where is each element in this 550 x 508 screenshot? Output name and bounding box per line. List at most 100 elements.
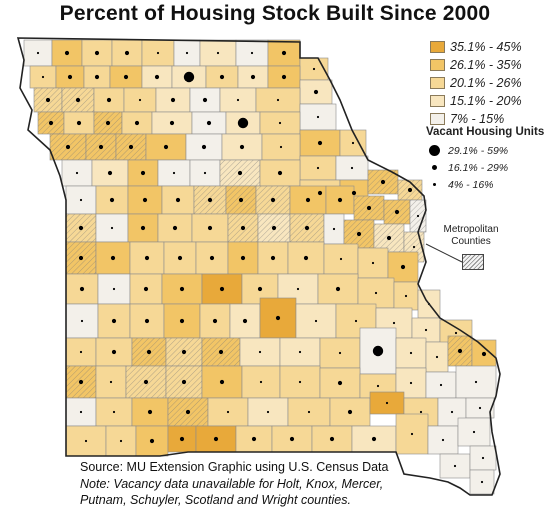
county-42-vacancy-dot	[128, 144, 134, 150]
county-159-vacancy-dot	[213, 436, 219, 442]
county-69-vacancy-dot	[366, 205, 372, 211]
county-86-vacancy-dot	[144, 255, 150, 261]
county-91-vacancy-dot	[303, 255, 309, 261]
county-79-vacancy-dot	[304, 225, 310, 231]
county-56-vacancy-dot	[317, 190, 323, 196]
county-131-vacancy-dot	[78, 379, 84, 385]
county-30-vacancy-dot	[48, 120, 54, 126]
county-5-vacancy-dot	[156, 51, 160, 55]
county-122-vacancy-dot	[218, 349, 224, 355]
county-68-vacancy-dot	[337, 197, 343, 203]
county-112-vacancy-dot	[275, 315, 281, 321]
county-156-vacancy-dot	[119, 439, 123, 443]
county-146-vacancy-dot	[185, 409, 191, 415]
county-81-vacancy-dot	[356, 231, 362, 237]
county-47-vacancy-dot	[316, 166, 320, 170]
legend-label-class-1: 35.1% - 45%	[450, 39, 522, 54]
county-149-vacancy-dot	[307, 410, 311, 414]
county-82-vacancy-dot	[386, 235, 392, 241]
county-145-vacancy-dot	[147, 409, 153, 415]
county-53-vacancy-dot	[203, 171, 207, 175]
county-94-vacancy-dot	[400, 264, 406, 270]
county-113-vacancy-dot	[314, 319, 318, 323]
source-text: Source: MU Extension Graphic using U.S. …	[80, 460, 389, 474]
county-168-vacancy-dot	[481, 456, 485, 460]
county-55-vacancy-dot	[277, 170, 283, 176]
county-83-vacancy-dot	[412, 245, 416, 249]
county-29-vacancy-dot	[316, 115, 320, 119]
county-45-vacancy-dot	[239, 144, 245, 150]
county-8-vacancy-dot	[250, 51, 254, 55]
county-4-vacancy-dot	[124, 50, 130, 56]
county-164-vacancy-dot	[410, 432, 414, 436]
housing-legend: 35.1% - 45% 26.1% - 35% 20.1% - 26% 15.1…	[430, 38, 522, 128]
county-125-vacancy-dot	[338, 351, 342, 355]
legend-swatch-class-2	[430, 58, 445, 71]
county-98-vacancy-dot	[179, 286, 185, 292]
county-114-vacancy-dot	[354, 319, 358, 323]
county-64-vacancy-dot	[207, 197, 213, 203]
county-78-vacancy-dot	[271, 225, 277, 231]
county-132-vacancy-dot	[109, 380, 113, 384]
county-90-vacancy-dot	[270, 255, 276, 261]
county-28-vacancy-dot	[276, 98, 280, 102]
county-76-vacancy-dot	[207, 225, 213, 231]
county-123-vacancy-dot	[258, 350, 262, 354]
county-97-vacancy-dot	[143, 286, 149, 292]
county-158-vacancy-dot	[179, 436, 185, 442]
vacancy-legend-title: Vacant Housing Units	[426, 126, 545, 138]
county-139-vacancy-dot	[376, 384, 380, 388]
county-138-vacancy-dot	[337, 380, 343, 386]
county-24-vacancy-dot	[138, 98, 142, 102]
county-153-vacancy-dot	[450, 410, 454, 414]
county-167-vacancy-dot	[453, 464, 457, 468]
county-89-vacancy-dot	[240, 255, 246, 261]
county-155-vacancy-dot	[84, 439, 88, 443]
county-49-vacancy-dot	[75, 171, 79, 175]
legend-swatch-class-5	[430, 112, 445, 125]
county-35-vacancy-dot	[206, 120, 212, 126]
county-15-vacancy-dot	[154, 74, 160, 80]
vacancy-label-small: 4% - 16%	[448, 178, 494, 191]
county-87-vacancy-dot	[177, 255, 183, 261]
county-130-vacancy-dot	[481, 351, 487, 357]
county-161-vacancy-dot	[289, 436, 295, 442]
county-84-vacancy-dot	[78, 255, 84, 261]
county-127-vacancy-dot	[409, 351, 413, 355]
county-135-vacancy-dot	[219, 379, 225, 385]
county-70-vacancy-dot	[394, 209, 400, 215]
county-59-vacancy-dot	[407, 187, 413, 193]
county-27-vacancy-dot	[236, 98, 240, 102]
county-65-vacancy-dot	[238, 197, 244, 203]
county-147-vacancy-dot	[226, 410, 230, 414]
county-124-vacancy-dot	[298, 350, 302, 354]
county-38-vacancy-dot	[317, 140, 323, 146]
legend-swatch-class-4	[430, 94, 445, 107]
county-108-vacancy-dot	[144, 318, 150, 324]
legend-label-class-3: 20.1% - 26%	[450, 75, 522, 90]
county-134-vacancy-dot	[181, 379, 187, 385]
county-137-vacancy-dot	[298, 380, 302, 384]
county-60-vacancy-dot	[79, 198, 83, 202]
county-48-vacancy-dot	[350, 166, 354, 170]
county-73-vacancy-dot	[110, 226, 114, 230]
county-46-vacancy-dot	[279, 145, 283, 149]
county-11-vacancy-dot	[41, 75, 45, 79]
county-37-vacancy-dot	[278, 121, 282, 125]
county-63-vacancy-dot	[175, 197, 181, 203]
county-12-vacancy-dot	[67, 74, 73, 80]
county-160-vacancy-dot	[251, 436, 257, 442]
county-116-vacancy-dot	[424, 328, 428, 332]
county-117-vacancy-dot	[454, 331, 458, 335]
metro-counties-label: Metropolitan Counties	[443, 224, 499, 247]
county-layer	[23, 39, 497, 495]
county-18-vacancy-dot	[250, 74, 256, 80]
county-25-vacancy-dot	[170, 97, 176, 103]
county-162-vacancy-dot	[329, 436, 335, 442]
county-43-vacancy-dot	[163, 144, 169, 150]
county-53	[189, 159, 221, 187]
vacancy-dot-small-icon	[432, 183, 436, 186]
county-16-vacancy-dot	[183, 71, 195, 83]
vacancy-label-medium: 16.1% - 29%	[448, 161, 509, 174]
county-77-vacancy-dot	[240, 225, 246, 231]
